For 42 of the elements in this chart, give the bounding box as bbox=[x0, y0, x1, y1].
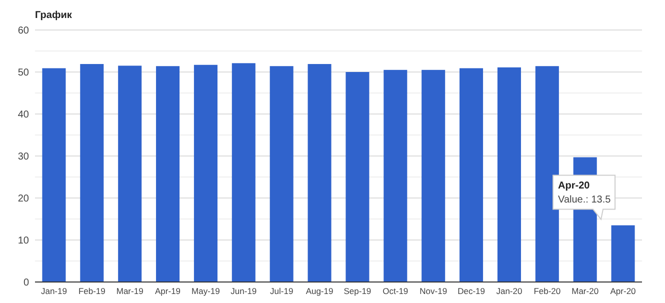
bar bbox=[270, 66, 294, 282]
y-tick-label: 30 bbox=[18, 152, 30, 162]
x-tick-label: Sep-19 bbox=[344, 286, 372, 296]
x-tick-label: May-19 bbox=[192, 286, 220, 296]
chart-title: График bbox=[35, 10, 73, 21]
y-tick-label: 10 bbox=[18, 236, 30, 246]
y-tick-label: 0 bbox=[23, 278, 30, 288]
annotation: Apr-20 bbox=[558, 180, 590, 192]
bar bbox=[194, 64, 218, 282]
annotation: Value.: 13.5 bbox=[558, 194, 612, 206]
x-tick-label: Mar-20 bbox=[572, 286, 599, 296]
x-tick-label: Dec-19 bbox=[458, 286, 486, 296]
x-tick-label: Jun-19 bbox=[230, 286, 257, 296]
x-tick-label: Jul-19 bbox=[270, 286, 294, 296]
y-tick-label: 40 bbox=[18, 110, 30, 120]
tooltip-box: Apr-20 Value.: 13.5 bbox=[552, 174, 616, 220]
x-tick-label: Jan-19 bbox=[40, 286, 68, 296]
bar bbox=[611, 225, 635, 282]
bar bbox=[497, 67, 521, 282]
bar bbox=[346, 72, 370, 282]
y-tick-label: 20 bbox=[18, 194, 30, 204]
bar bbox=[384, 70, 408, 282]
bar bbox=[80, 64, 104, 282]
x-tick-label: Feb-20 bbox=[534, 286, 561, 296]
y-tick-label: 60 bbox=[18, 26, 30, 36]
bar bbox=[535, 66, 559, 282]
x-tick-label: Nov-19 bbox=[420, 286, 448, 296]
x-tick-label: Apr-20 bbox=[610, 286, 636, 296]
bar bbox=[118, 66, 142, 282]
x-tick-label: Aug-19 bbox=[306, 286, 334, 296]
bar bbox=[308, 64, 332, 282]
x-tick-label: Oct-19 bbox=[382, 286, 408, 296]
bar bbox=[232, 63, 256, 282]
bar bbox=[460, 68, 484, 282]
bar bbox=[156, 66, 180, 282]
x-tick-label: Mar-19 bbox=[116, 286, 144, 296]
x-tick-label: Apr-19 bbox=[155, 286, 181, 296]
bar bbox=[42, 68, 66, 282]
bar bbox=[422, 70, 446, 282]
x-tick-label: Jan-20 bbox=[496, 286, 522, 296]
y-tick-label: 50 bbox=[18, 68, 30, 78]
x-tick-label: Feb-19 bbox=[78, 286, 106, 296]
